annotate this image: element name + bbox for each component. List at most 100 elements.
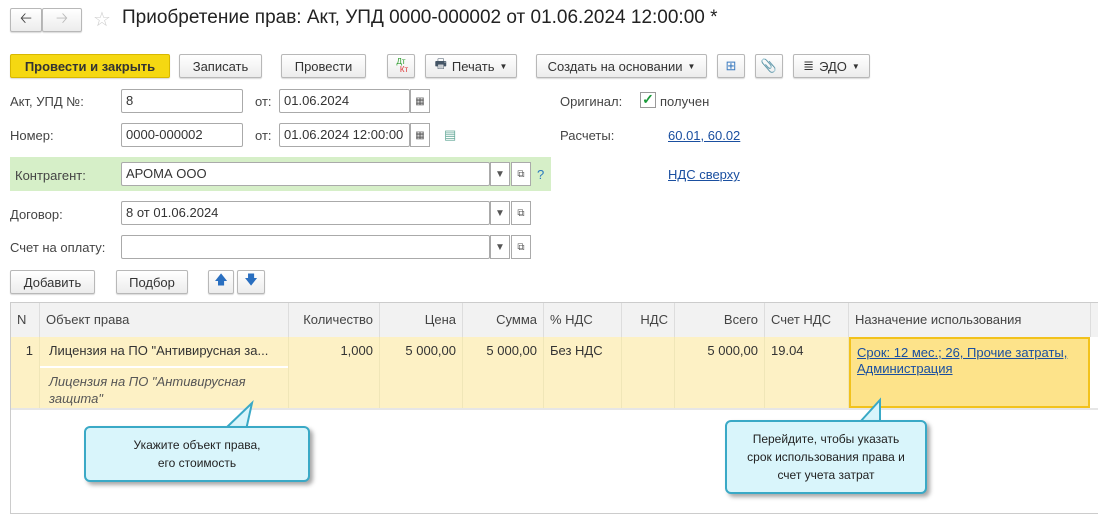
cell-total[interactable]: 5 000,00	[675, 337, 765, 408]
contract-label: Договор:	[10, 207, 63, 222]
callout-line: Перейдите, чтобы указать	[752, 432, 900, 446]
printer-icon: 🖶	[434, 56, 447, 71]
col-vat-rate[interactable]: % НДС	[544, 303, 622, 337]
callout-object: Укажите объект права, его стоимость	[84, 426, 310, 482]
paperclip-icon: 📎	[760, 58, 778, 73]
star-icon[interactable]: ☆	[93, 9, 111, 31]
comment-icon[interactable]: ▤	[444, 127, 457, 142]
original-checkbox-label: получен	[660, 94, 710, 109]
act-date-input[interactable]: 01.06.2024	[279, 89, 410, 113]
back-button[interactable]: 🡠	[10, 8, 42, 32]
col-object[interactable]: Объект права	[40, 303, 289, 337]
number-date-label: от:	[255, 128, 272, 143]
dt-kt-button[interactable]: Дт Кт	[387, 54, 415, 78]
edo-label: ЭДО	[819, 58, 847, 74]
col-sum[interactable]: Сумма	[463, 303, 544, 337]
vat-link[interactable]: НДС сверху	[668, 167, 740, 182]
settlements-link[interactable]: 60.01, 60.02	[668, 128, 741, 143]
calendar-icon[interactable]: ▦	[410, 89, 430, 113]
original-checkbox[interactable]: ✓	[640, 92, 656, 108]
post-button[interactable]: Провести	[281, 54, 366, 78]
purpose-line[interactable]: Срок: 12 мес.; 26, Прочие затраты,	[857, 345, 1068, 360]
number-label: Номер:	[10, 128, 54, 143]
kt-label: Кт	[399, 65, 409, 74]
chevron-down-icon: ▼	[851, 61, 860, 71]
arrow-down-icon: 🡇	[244, 272, 258, 287]
settlements-label: Расчеты:	[560, 128, 615, 143]
right-callout-pointer	[857, 397, 881, 423]
arrow-left-icon: 🡠	[19, 9, 33, 27]
chevron-down-icon[interactable]: ▼	[490, 235, 510, 259]
create-based-button[interactable]: Создать на основании ▼	[536, 54, 707, 78]
col-purpose[interactable]: Назначение использования	[849, 303, 1091, 337]
purpose-line[interactable]: Администрация	[857, 361, 953, 376]
chevron-down-icon: ▼	[687, 61, 696, 71]
add-button[interactable]: Добавить	[10, 270, 95, 294]
open-icon[interactable]: ⧉	[511, 201, 531, 225]
callout-line: срок использования права и	[747, 450, 905, 464]
cell-price[interactable]: 5 000,00	[380, 337, 463, 408]
open-icon[interactable]: ⧉	[511, 235, 531, 259]
original-label: Оригинал:	[560, 94, 623, 109]
cell-n[interactable]: 1	[11, 337, 40, 408]
create-based-label: Создать на основании	[547, 58, 683, 74]
object-description: Лицензия на ПО "Антивирусная защита"	[40, 368, 288, 412]
hierarchy-icon: ⊞	[725, 58, 737, 73]
chevron-down-icon[interactable]: ▼	[490, 201, 510, 225]
dt-label: Дт	[396, 57, 406, 66]
attach-button[interactable]: 📎	[755, 54, 783, 78]
cell-purpose[interactable]: Срок: 12 мес.; 26, Прочие затраты, Админи…	[849, 337, 1090, 408]
callout-line: Укажите объект права,	[133, 438, 261, 452]
structure-button[interactable]: ⊞	[717, 54, 745, 78]
act-number-input[interactable]: 8	[121, 89, 243, 113]
print-button[interactable]: 🖶 Печать ▼	[425, 54, 517, 78]
print-label: Печать	[451, 58, 495, 74]
forward-button[interactable]: 🡢	[42, 8, 82, 32]
act-date-label: от:	[255, 94, 272, 109]
invoice-label: Счет на оплату:	[10, 240, 106, 255]
move-up-button[interactable]: 🡅	[208, 270, 234, 294]
chevron-down-icon: ▼	[499, 61, 508, 71]
invoice-input[interactable]	[121, 235, 490, 259]
object-desc-line: защита"	[49, 391, 103, 406]
col-vat[interactable]: НДС	[622, 303, 675, 337]
save-button[interactable]: Записать	[179, 54, 262, 78]
contractor-label: Контрагент:	[15, 168, 86, 183]
cell-vat[interactable]	[622, 337, 675, 408]
act-label: Акт, УПД №:	[10, 94, 84, 109]
purpose-link[interactable]: Срок: 12 мес.; 26, Прочие затраты, Админи…	[857, 345, 1067, 376]
number-date-input[interactable]: 01.06.2024 12:00:00	[279, 123, 410, 147]
callout-line: счет учета затрат	[777, 468, 875, 482]
arrow-up-icon: 🡅	[214, 272, 228, 287]
move-down-button[interactable]: 🡇	[237, 270, 265, 294]
cell-qty[interactable]: 1,000	[289, 337, 380, 408]
page-title: Приобретение прав: Акт, УПД 0000-000002 …	[122, 7, 718, 28]
arrow-right-icon: 🡢	[55, 9, 69, 27]
col-extra	[1091, 303, 1098, 337]
callout-purpose: Перейдите, чтобы указать срок использован…	[725, 420, 927, 494]
help-icon[interactable]: ?	[537, 167, 545, 182]
open-icon[interactable]: ⧉	[511, 162, 531, 186]
callout-line: его стоимость	[157, 456, 237, 470]
contractor-input[interactable]: АРОМА ООО	[121, 162, 490, 186]
cell-vat-rate[interactable]: Без НДС	[544, 337, 622, 408]
number-input[interactable]: 0000-000002	[121, 123, 243, 147]
object-desc-line: Лицензия на ПО "Антивирусная	[49, 374, 246, 389]
row-divider	[11, 408, 1098, 410]
col-price[interactable]: Цена	[380, 303, 463, 337]
col-total[interactable]: Всего	[675, 303, 765, 337]
col-n[interactable]: N	[11, 303, 40, 337]
contract-input[interactable]: 8 от 01.06.2024	[121, 201, 490, 225]
object-name[interactable]: Лицензия на ПО "Антивирусная за...	[40, 337, 288, 368]
col-vat-account[interactable]: Счет НДС	[765, 303, 849, 337]
post-close-button[interactable]: Провести и закрыть	[10, 54, 170, 78]
edo-button[interactable]: ≣ ЭДО ▼	[793, 54, 870, 78]
calendar-icon[interactable]: ▦	[410, 123, 430, 147]
chevron-down-icon[interactable]: ▼	[490, 162, 510, 186]
cell-sum[interactable]: 5 000,00	[463, 337, 544, 408]
edo-icon: ≣	[803, 58, 815, 73]
select-button[interactable]: Подбор	[116, 270, 188, 294]
col-qty[interactable]: Количество	[289, 303, 380, 337]
cell-vat-account[interactable]: 19.04	[765, 337, 849, 408]
cell-object[interactable]: Лицензия на ПО "Антивирусная за... Лицен…	[40, 337, 289, 408]
